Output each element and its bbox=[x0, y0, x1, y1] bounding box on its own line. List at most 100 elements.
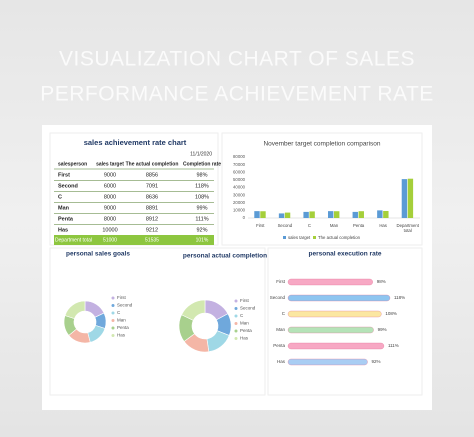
table-date: 11/1/2020 bbox=[190, 151, 212, 157]
table-total-row bbox=[54, 235, 214, 245]
page-title: VISUALIZATION CHART OF SALES bbox=[59, 48, 415, 71]
legend-swatch bbox=[234, 329, 238, 333]
table-cell: Penta bbox=[58, 216, 74, 222]
table-total-cell: 101% bbox=[196, 237, 209, 243]
x-tick-label: Second bbox=[278, 223, 293, 228]
bar bbox=[358, 211, 364, 218]
x-tick-label: Department total bbox=[396, 223, 419, 233]
y-tick-label: 70000 bbox=[233, 162, 246, 167]
panel bbox=[267, 247, 423, 396]
bar bbox=[328, 211, 334, 218]
legend-label: Penta bbox=[117, 325, 129, 330]
legend-swatch bbox=[234, 299, 238, 303]
table-cell: 9212 bbox=[146, 227, 158, 233]
table-cell: 10000 bbox=[102, 227, 117, 233]
legend-label: Man bbox=[240, 321, 249, 326]
table-cell: 6000 bbox=[104, 183, 116, 189]
chart-title: personal actual completion bbox=[183, 253, 267, 260]
legend-swatch bbox=[111, 311, 115, 315]
legend-swatch bbox=[234, 337, 238, 340]
bar bbox=[287, 326, 374, 334]
table-cell: 99% bbox=[196, 205, 207, 211]
panel bbox=[49, 247, 266, 396]
table-cell: First bbox=[58, 172, 70, 178]
y-tick-label: Penta bbox=[273, 343, 285, 348]
legend-label: Penta bbox=[240, 328, 252, 333]
x-tick-label: C bbox=[308, 223, 311, 228]
table-cell: 8856 bbox=[146, 172, 158, 178]
y-tick-label: 80000 bbox=[233, 154, 246, 159]
y-tick-label: 40000 bbox=[233, 185, 246, 190]
value-label: 111% bbox=[388, 343, 399, 348]
table-cell: 8636 bbox=[146, 194, 158, 200]
bar bbox=[303, 211, 309, 218]
y-tick-label: 60000 bbox=[233, 169, 246, 174]
table-total-cell: Department total bbox=[55, 237, 92, 243]
y-tick-label: Has bbox=[277, 359, 286, 364]
legend-swatch bbox=[234, 314, 238, 318]
bar bbox=[254, 211, 260, 218]
legend-swatch bbox=[111, 334, 115, 337]
legend-swatch bbox=[111, 319, 115, 322]
y-tick-label: 10000 bbox=[233, 208, 246, 213]
table-header: salesperson bbox=[58, 161, 87, 167]
table-cell: 9000 bbox=[104, 172, 116, 178]
table-cell: 98% bbox=[196, 172, 207, 178]
bar bbox=[284, 212, 291, 218]
legend-swatch bbox=[111, 296, 115, 300]
bar bbox=[278, 213, 285, 218]
legend-label: Man bbox=[117, 318, 126, 323]
table-cell: 9000 bbox=[104, 205, 116, 211]
x-tick-label: Man bbox=[330, 223, 339, 228]
bar bbox=[287, 358, 368, 366]
chart-title: November target completion comparison bbox=[263, 141, 380, 148]
x-tick-label: Has bbox=[379, 223, 387, 228]
table-header: Completion rate bbox=[183, 161, 221, 167]
bar bbox=[309, 211, 315, 218]
y-tick-label: Second bbox=[270, 295, 286, 300]
table-cell: 118% bbox=[195, 183, 209, 189]
table-cell: 108% bbox=[195, 194, 209, 200]
legend-label: Second bbox=[117, 303, 133, 308]
y-tick-label: C bbox=[282, 311, 286, 316]
legend-swatch bbox=[111, 326, 115, 330]
x-tick-label: First bbox=[256, 223, 265, 228]
value-label: 108% bbox=[385, 311, 397, 316]
table-cell: 92% bbox=[196, 227, 207, 233]
table-cell: C bbox=[58, 194, 62, 200]
legend-swatch bbox=[283, 236, 286, 239]
legend-swatch bbox=[234, 307, 238, 310]
legend-swatch bbox=[111, 304, 115, 307]
legend-label: First bbox=[240, 298, 249, 303]
bar bbox=[287, 310, 382, 318]
legend-label: C bbox=[117, 310, 121, 315]
sheet bbox=[42, 125, 432, 410]
table-cell: 8000 bbox=[104, 216, 116, 222]
chart-title: personal sales goals bbox=[66, 251, 130, 258]
table-total-cell: 51000 bbox=[103, 237, 117, 243]
table-cell: Has bbox=[58, 227, 68, 233]
bar bbox=[401, 179, 408, 218]
bar bbox=[260, 211, 266, 218]
legend-label: First bbox=[117, 295, 126, 300]
panel bbox=[221, 132, 423, 246]
bar bbox=[352, 211, 358, 218]
y-tick-label: 0 bbox=[243, 215, 246, 220]
y-tick-label: First bbox=[276, 279, 285, 284]
legend-label: Second bbox=[240, 306, 256, 311]
table-total-cell: 51535 bbox=[145, 237, 159, 243]
table-cell: Second bbox=[58, 183, 78, 189]
table-cell: 7091 bbox=[146, 183, 158, 189]
value-label: 118% bbox=[394, 295, 405, 300]
bar bbox=[287, 294, 391, 302]
value-label: 99% bbox=[378, 327, 387, 332]
y-tick-label: 30000 bbox=[233, 192, 246, 197]
legend-label: sales target bbox=[288, 235, 311, 240]
table-header: The actual completion bbox=[126, 161, 179, 167]
legend-label: Has bbox=[240, 336, 249, 341]
pie-slice bbox=[64, 300, 86, 319]
y-tick-label: 50000 bbox=[233, 177, 246, 182]
table-cell: 8891 bbox=[146, 205, 158, 211]
pie-slice bbox=[181, 299, 206, 321]
